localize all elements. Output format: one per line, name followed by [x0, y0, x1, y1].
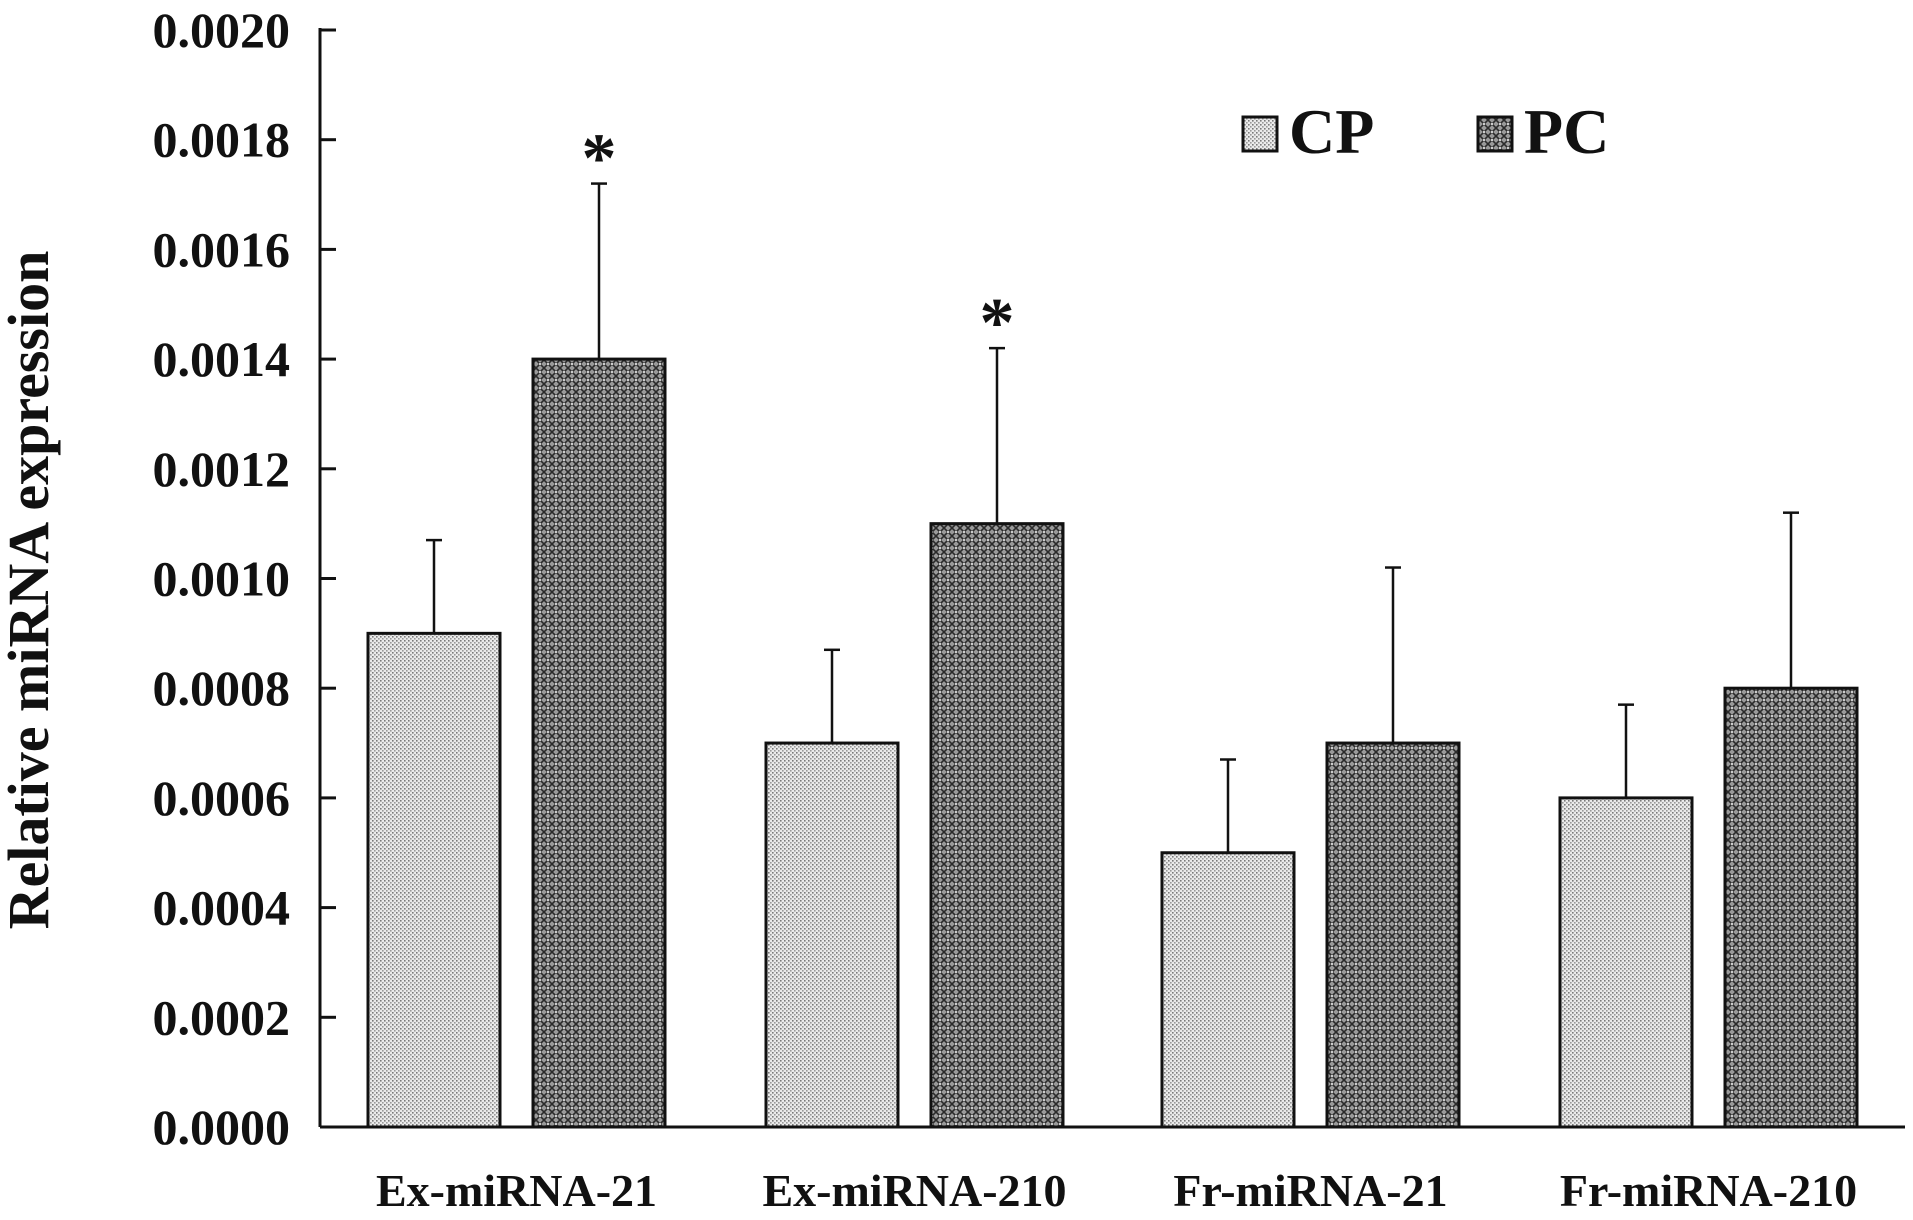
x-category-label: Fr-miRNA-210 — [1560, 1165, 1857, 1216]
y-tick-label: 0.0002 — [153, 989, 291, 1045]
legend-swatch-cp — [1241, 115, 1279, 153]
legend-label-cp: CP — [1289, 96, 1374, 167]
y-axis-title: Relative miRNA expression — [0, 251, 61, 930]
y-tick-label: 0.0014 — [153, 331, 291, 387]
bar-cp-fr-mirna-21 — [1160, 851, 1296, 1129]
significance-marker: * — [582, 121, 617, 198]
axes — [318, 28, 1905, 1129]
y-tick-label: 0.0000 — [153, 1099, 291, 1155]
bar-pc-ex-mirna-21 — [531, 357, 667, 1129]
x-category-label: Ex-miRNA-21 — [376, 1165, 657, 1216]
bar-cp-ex-mirna-210 — [764, 741, 900, 1129]
y-tick-label: 0.0004 — [153, 880, 291, 936]
bar-pc-ex-mirna-210 — [929, 522, 1065, 1129]
x-axis-labels: Ex-miRNA-21 Ex-miRNA-210 Fr-miRNA-21 Fr-miR… — [376, 1165, 1857, 1216]
y-tick-label: 0.0016 — [153, 221, 291, 277]
y-tick-label: 0.0020 — [153, 2, 291, 58]
bar-pc-fr-mirna-21 — [1325, 741, 1461, 1129]
bar-cp-ex-mirna-21 — [366, 631, 502, 1129]
legend: CP PC — [1241, 96, 1609, 167]
y-tick-label: 0.0006 — [153, 770, 291, 826]
y-tick-label: 0.0010 — [153, 551, 291, 607]
legend-label-pc: PC — [1524, 96, 1609, 167]
x-category-label: Ex-miRNA-210 — [762, 1165, 1066, 1216]
error-bars: ** — [426, 121, 1799, 853]
y-axis-ticks: 0.0000 0.0002 0.0004 0.0006 0.0008 0.0010 0.00… — [153, 2, 336, 1155]
bar-pc-fr-mirna-210 — [1723, 686, 1859, 1129]
significance-marker: * — [980, 285, 1015, 362]
x-category-label: Fr-miRNA-21 — [1173, 1165, 1447, 1216]
y-tick-label: 0.0008 — [153, 660, 291, 716]
bar-cp-fr-mirna-210 — [1558, 796, 1694, 1129]
bars — [366, 357, 1859, 1129]
y-tick-label: 0.0018 — [153, 112, 291, 168]
y-tick-label: 0.0012 — [153, 441, 291, 497]
legend-swatch-pc — [1476, 115, 1514, 153]
